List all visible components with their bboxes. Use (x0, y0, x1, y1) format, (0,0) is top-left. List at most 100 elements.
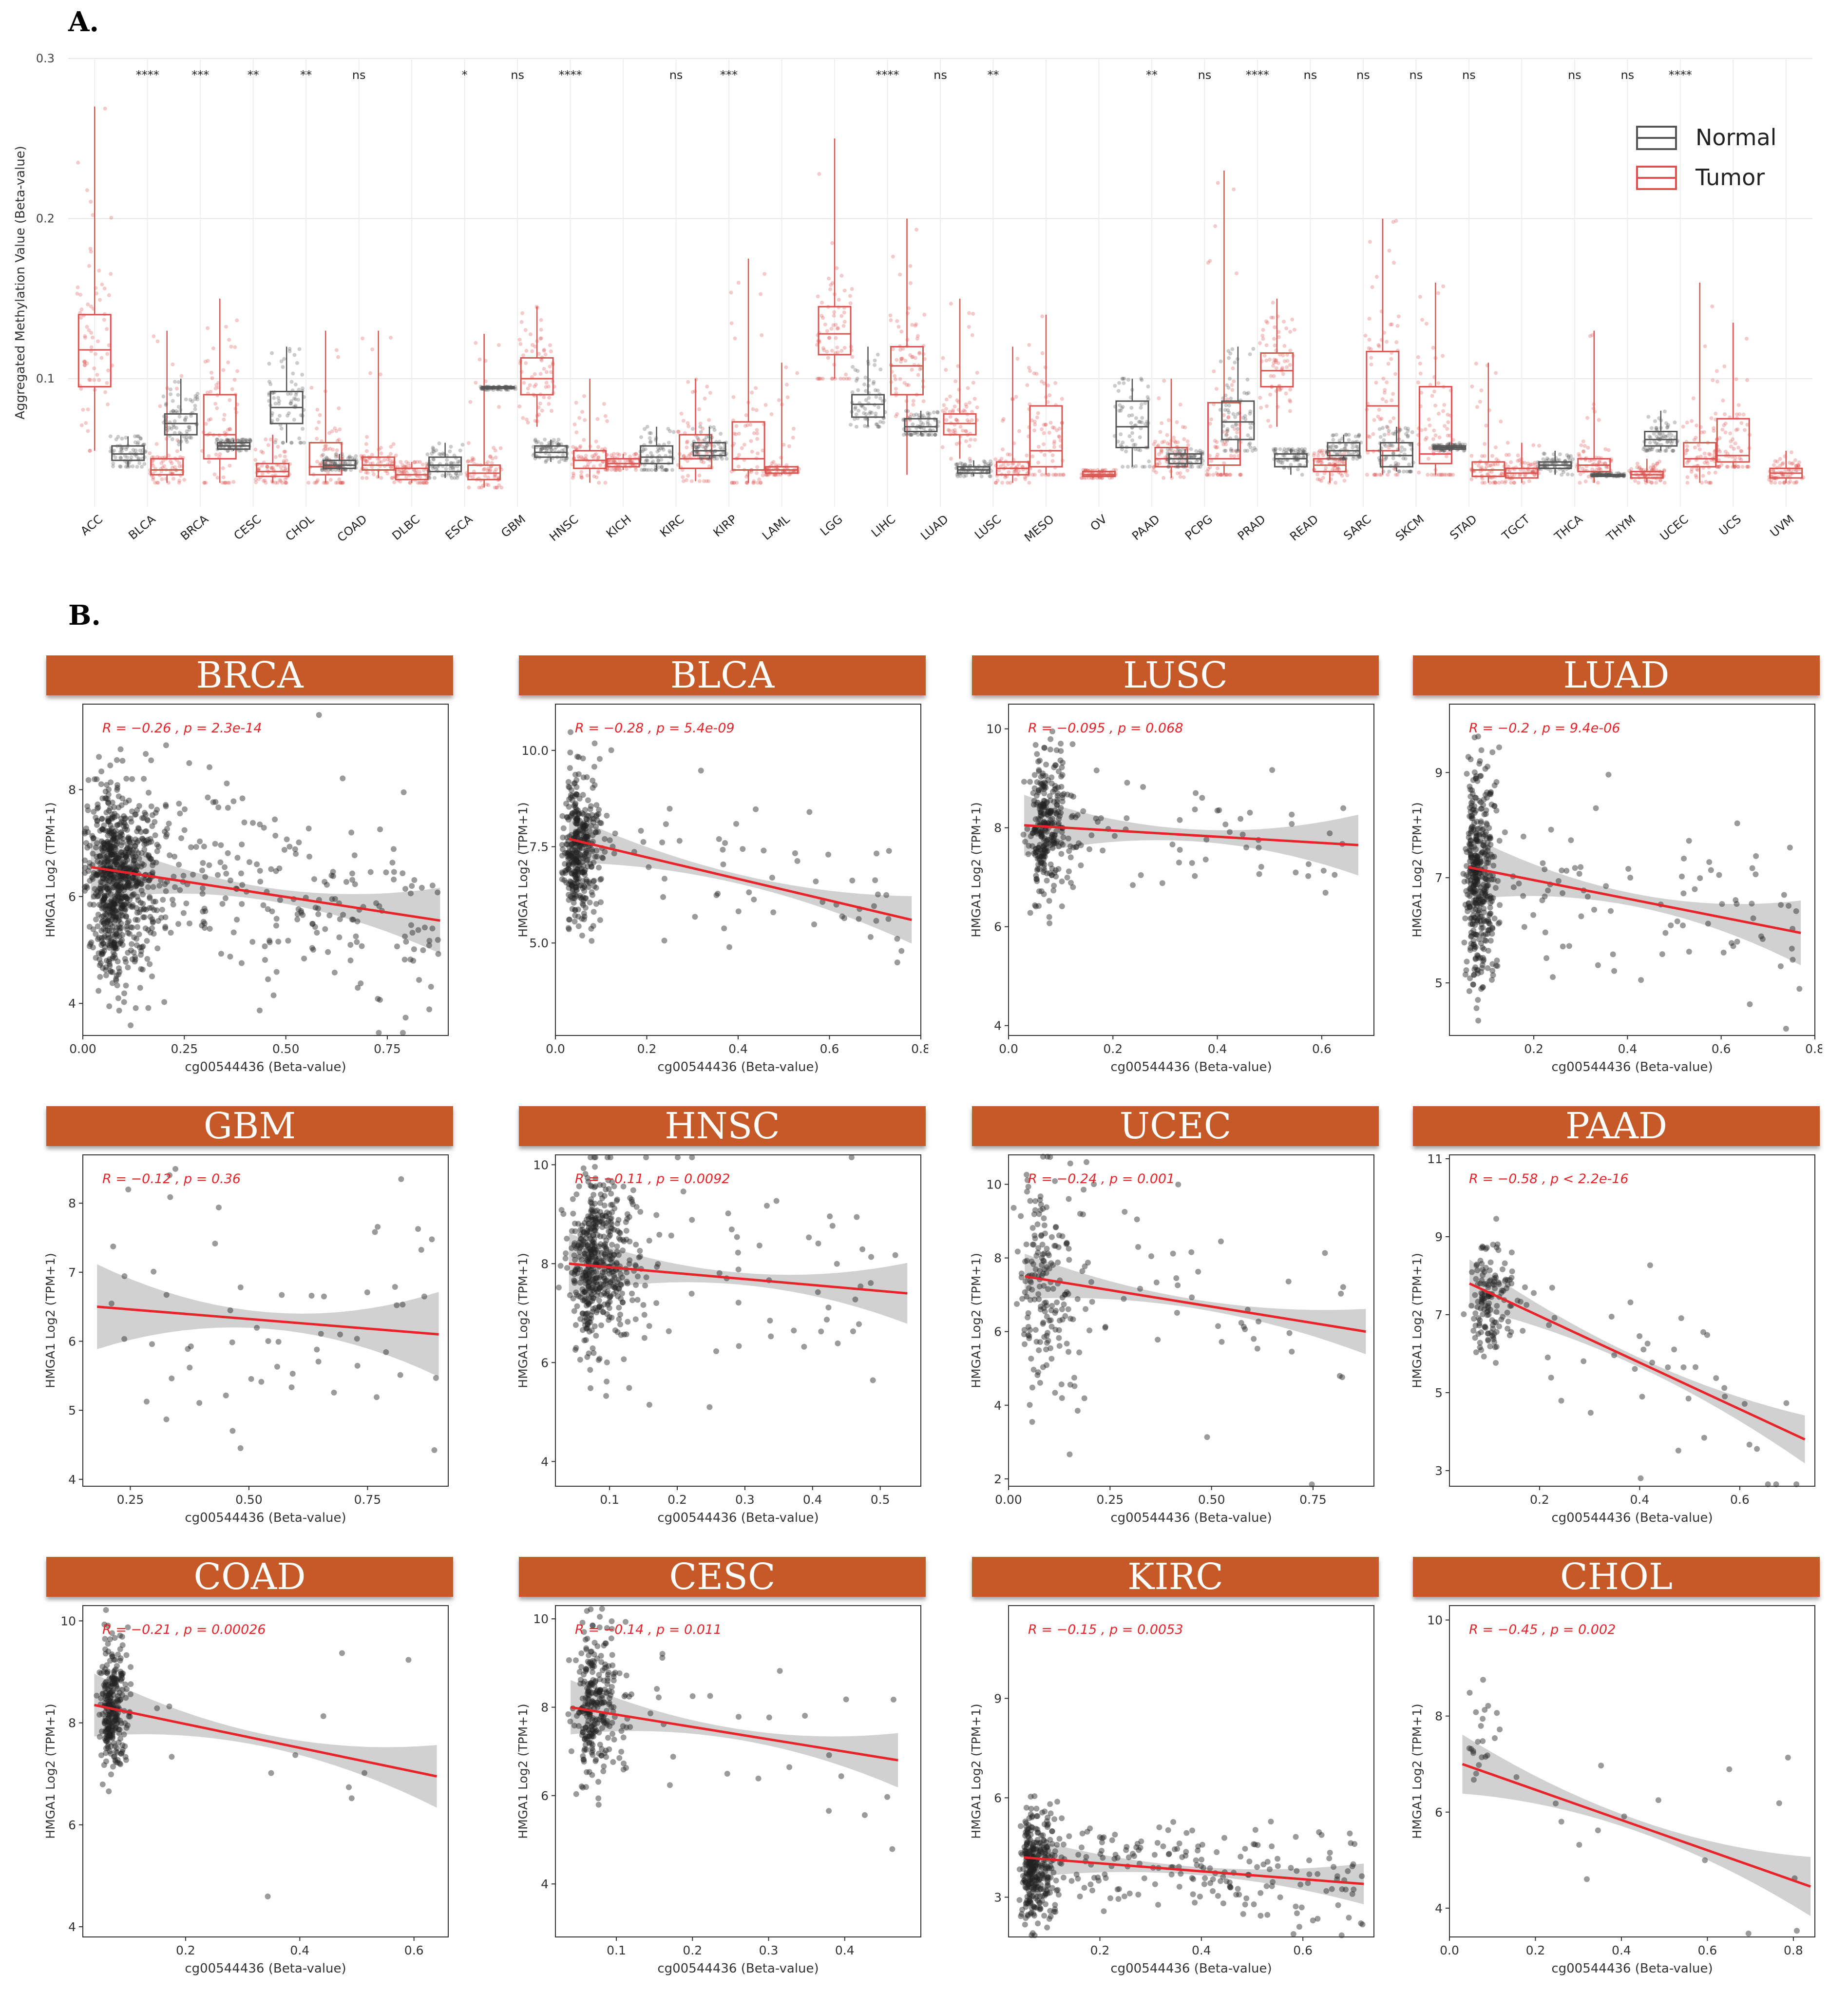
normal-point (1246, 433, 1250, 438)
tumor-point (1597, 418, 1601, 422)
data-point (114, 757, 120, 763)
normal-point (1329, 444, 1333, 449)
normal-point (1138, 435, 1142, 440)
tumor-point (315, 426, 319, 431)
tumor-point (221, 368, 226, 372)
normal-point (347, 456, 352, 460)
tumor-point (1433, 433, 1438, 438)
tumor-point (533, 384, 537, 389)
normal-point (236, 438, 240, 442)
tumor-point (495, 485, 499, 490)
normal-point (448, 449, 452, 454)
tumor-point (391, 476, 395, 480)
normal-point (1351, 445, 1355, 450)
tumor-point (1274, 389, 1278, 393)
tumor-point (405, 471, 409, 475)
tumor-point (1709, 416, 1714, 421)
normal-point (346, 456, 350, 460)
normal-point (963, 462, 967, 467)
tumor-point (1722, 364, 1727, 368)
tumor-point (79, 307, 84, 312)
normal-point (668, 429, 672, 433)
tumor-point (1369, 347, 1373, 351)
tumor-point (685, 441, 689, 445)
tumor-point (1182, 437, 1186, 441)
normal-point (712, 428, 717, 432)
normal-point (434, 448, 438, 453)
normal-point (1665, 440, 1669, 444)
tumor-point (363, 458, 367, 462)
legend-label: Tumor (1695, 164, 1765, 191)
normal-point (1196, 464, 1200, 469)
tumor-point (832, 313, 836, 318)
tumor-point (318, 462, 322, 467)
normal-point (431, 466, 435, 470)
tumor-point (152, 334, 156, 339)
tumor-point (1186, 443, 1190, 447)
tumor-point (916, 373, 920, 377)
tumor-point (1183, 425, 1187, 429)
tumor-point (493, 475, 497, 479)
normal-point (926, 422, 930, 426)
normal-point (185, 429, 189, 434)
data-point (106, 1003, 113, 1010)
tumor-point (1491, 462, 1495, 467)
tumor-point (909, 412, 913, 417)
normal-point (324, 456, 329, 460)
normal-point (458, 448, 462, 453)
tumor-point (92, 366, 96, 370)
tumor-point (421, 480, 426, 485)
normal-point (547, 441, 552, 445)
tumor-point (1053, 381, 1058, 385)
tumor-point (1219, 473, 1223, 477)
normal-point (704, 446, 708, 450)
normal-point (441, 451, 445, 456)
tumor-point (755, 465, 760, 469)
data-point (141, 809, 148, 816)
tumor-point (424, 461, 429, 466)
tumor-point (1712, 429, 1716, 433)
normal-point (1234, 435, 1238, 439)
tumor-point (265, 465, 269, 469)
tumor-point (164, 437, 169, 441)
tumor-point (1726, 464, 1730, 469)
tumor-point (202, 480, 207, 485)
data-point (83, 883, 90, 889)
tumor-point (1007, 470, 1011, 474)
tumor-point (89, 304, 93, 308)
normal-point (926, 412, 931, 417)
tumor-point (1740, 464, 1745, 469)
tumor-point (417, 470, 421, 474)
normal-point (982, 459, 986, 463)
normal-point (712, 444, 716, 448)
tumor-point (379, 446, 383, 450)
normal-point (864, 389, 868, 393)
significance-label: ns (1304, 68, 1317, 82)
tumor-point (521, 353, 526, 358)
tumor-point (211, 346, 215, 350)
tumor-point (1178, 402, 1182, 407)
tumor-point (408, 480, 412, 485)
tumor-point (612, 468, 617, 472)
normal-point (695, 445, 700, 449)
tumor-point (100, 282, 104, 287)
tumor-point (89, 199, 93, 204)
tumor-point (1172, 436, 1176, 440)
tumor-point (98, 298, 102, 302)
normal-point (460, 442, 465, 447)
tumor-point (360, 476, 364, 480)
tumor-point (365, 471, 370, 475)
tumor-point (971, 381, 975, 385)
normal-point (184, 397, 188, 402)
normal-point (656, 459, 661, 463)
tumor-point (1032, 428, 1037, 433)
tumor-point (842, 320, 847, 324)
data-point (94, 822, 100, 828)
tumor-point (261, 479, 266, 483)
normal-point (1337, 457, 1341, 461)
data-point (147, 894, 153, 900)
tumor-point (953, 379, 958, 383)
tumor-point (595, 417, 600, 421)
tumor-point (1733, 441, 1737, 445)
tumor-point (1441, 284, 1446, 288)
